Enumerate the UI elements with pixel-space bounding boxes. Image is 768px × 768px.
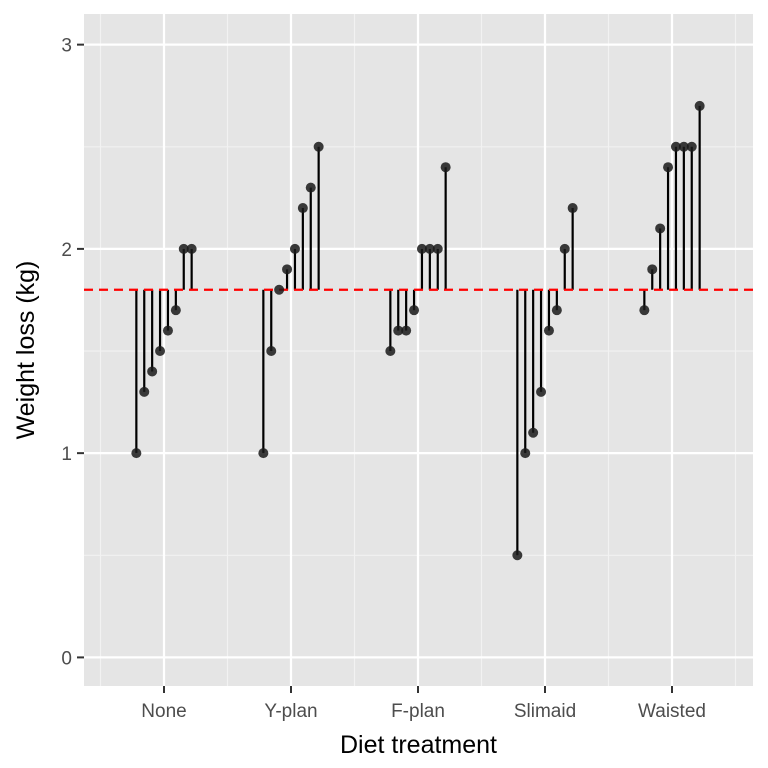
- x-axis-title: Diet treatment: [340, 731, 497, 759]
- point-waisted-6: [686, 141, 697, 152]
- point-waisted-4: [670, 141, 681, 152]
- point-f-plan-3: [409, 305, 420, 316]
- point-none-5: [170, 305, 181, 316]
- point-slimaid-4: [543, 325, 554, 336]
- y-tick-label: 2: [61, 240, 72, 261]
- point-f-plan-2: [401, 325, 412, 336]
- point-none-6: [178, 243, 189, 254]
- point-slimaid-6: [559, 243, 570, 254]
- data-points: [131, 100, 705, 561]
- point-f-plan-5: [424, 243, 435, 254]
- point-waisted-3: [663, 162, 674, 173]
- point-waisted-2: [655, 223, 666, 234]
- point-waisted-1: [647, 264, 658, 275]
- x-tick-label-f-plan: F-plan: [391, 701, 445, 722]
- point-none-0: [131, 448, 142, 459]
- point-none-7: [186, 243, 197, 254]
- point-y-plan-5: [297, 203, 308, 214]
- point-f-plan-0: [385, 346, 396, 357]
- x-axis: None Y-plan F-plan Slimaid Waisted: [141, 686, 706, 722]
- point-slimaid-5: [551, 305, 562, 316]
- point-f-plan-7: [440, 162, 451, 173]
- y-tick-label: 3: [61, 36, 72, 57]
- y-tick-label: 1: [61, 444, 72, 465]
- point-f-plan-4: [416, 243, 427, 254]
- y-tick-label: 0: [61, 648, 72, 669]
- x-tick-label-none: None: [141, 701, 186, 722]
- point-y-plan-3: [282, 264, 293, 275]
- point-waisted-5: [678, 141, 689, 152]
- point-y-plan-2: [274, 284, 285, 295]
- y-axis: 0 1 2 3: [61, 36, 84, 669]
- point-y-plan-4: [289, 243, 300, 254]
- point-y-plan-0: [258, 448, 269, 459]
- point-none-4: [162, 325, 173, 336]
- x-tick-label-waisted: Waisted: [638, 701, 706, 722]
- point-y-plan-1: [266, 346, 277, 357]
- point-f-plan-1: [393, 325, 404, 336]
- point-f-plan-6: [432, 243, 443, 254]
- deviation-segments: [135, 105, 701, 556]
- point-none-1: [139, 386, 150, 397]
- point-slimaid-2: [528, 427, 539, 438]
- point-y-plan-7: [313, 141, 324, 152]
- x-tick-label-y-plan: Y-plan: [264, 701, 317, 722]
- point-none-3: [155, 346, 166, 357]
- point-waisted-7: [694, 100, 705, 111]
- point-slimaid-7: [567, 203, 578, 214]
- point-slimaid-1: [520, 448, 531, 459]
- y-axis-title: Weight loss (kg): [12, 261, 40, 440]
- point-none-2: [147, 366, 158, 377]
- point-waisted-0: [639, 305, 650, 316]
- point-slimaid-0: [512, 550, 523, 561]
- point-y-plan-6: [305, 182, 316, 193]
- x-tick-label-slimaid: Slimaid: [514, 701, 576, 722]
- point-slimaid-3: [536, 386, 547, 397]
